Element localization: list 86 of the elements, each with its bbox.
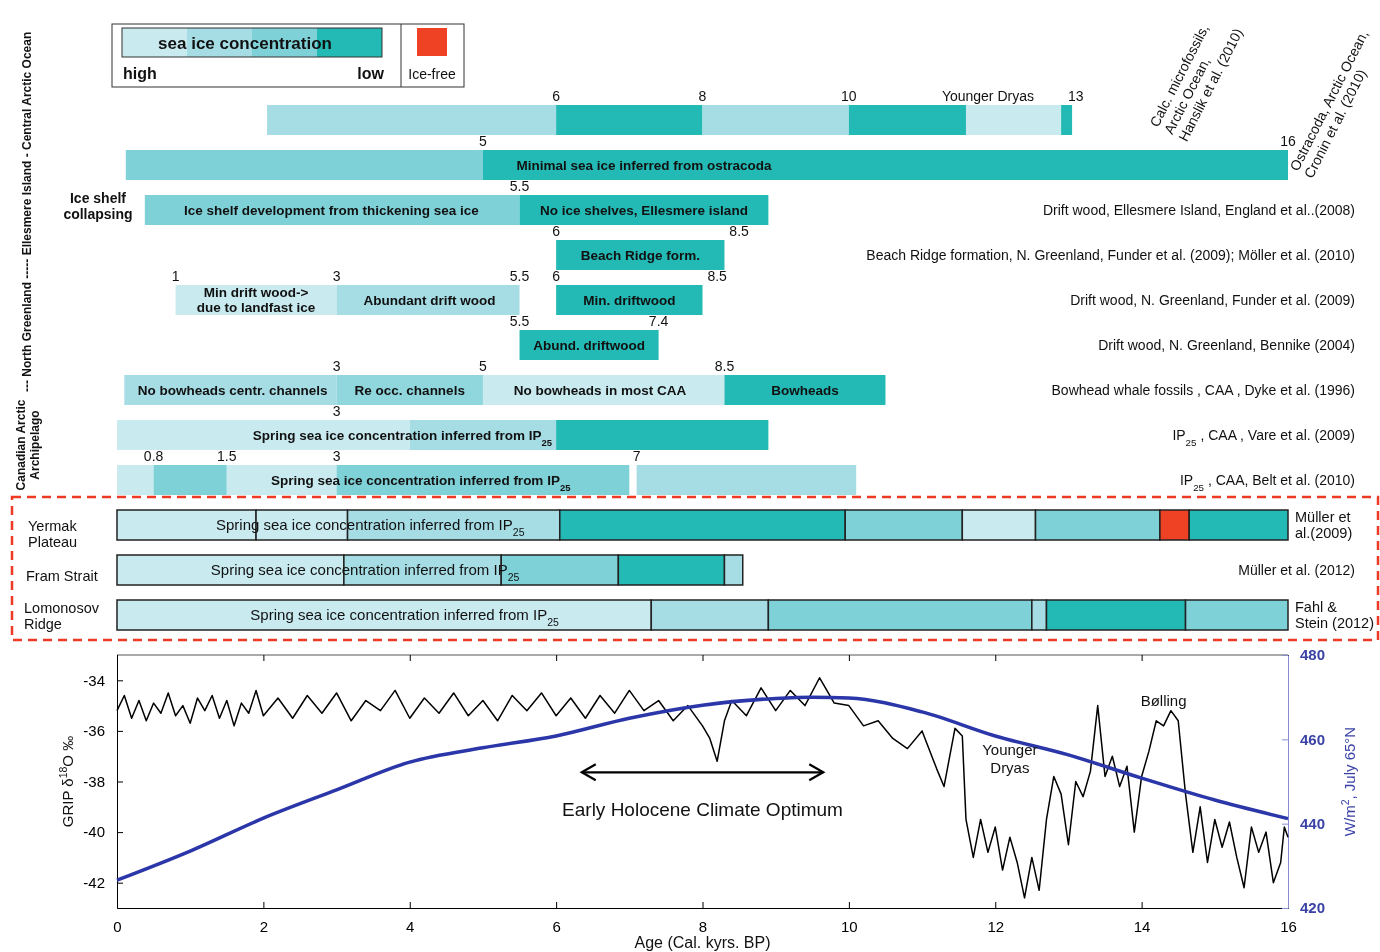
x-tick-label: 2 [259,918,269,935]
bar [636,465,857,495]
category-label: Beach Ridge formation, N. Greenland, Funder et al. (2009); Möller et al. (2010) [866,246,1355,263]
bar [724,375,886,405]
y-tick-label: -38 [83,772,105,790]
annotation: 3 [332,357,341,374]
annotation: 5 [479,357,488,374]
text: Ice-free [408,65,456,82]
category-label: Drift wood, N. Greenland, Funder et al. (2009) [1070,291,1355,308]
annotation: 8.5 [729,222,750,239]
y-tick-label: -40 [83,823,105,841]
annotation: No ice shelves, Ellesmere island [540,202,748,218]
y2-tick-label: 420 [1300,899,1326,917]
annotation: Spring sea ice concentration inferred from IP$_{25}$ [271,472,571,493]
line-series [115,695,1290,882]
text: --- North Greenland ----- Ellesmere Island - Central Arctic Ocean [20,31,35,392]
annotation: Younger Dryas [941,87,1034,104]
annotation: 1.5 [217,447,237,464]
y-tick-label: -34 [83,671,105,689]
x-tick-label: 0 [113,918,122,935]
x-tick-label: 14 [1133,918,1151,935]
text: Lomonosov Ridge [24,599,100,633]
annotation: Ice shelf collapsing [63,189,133,222]
annotation: Min drift wood-> due to landfast ice [196,284,316,316]
annotation: 6 [552,87,561,104]
annotation: Min. driftwood [583,292,676,308]
text: high [123,64,157,82]
annotation: 8.5 [714,357,735,374]
annotation: 1 [171,267,180,284]
text: low [357,64,385,82]
y2-tick-label: 480 [1300,646,1326,664]
text: Yermak Plateau [28,517,78,551]
x-axis-title: Age (Cal. kyrs. BP) [634,933,771,951]
annotation: Bowheads [771,382,839,398]
annotation: No bowheads in most CAA [513,382,687,398]
annotation: 5.5 [509,267,530,284]
annotation: 3 [332,402,341,419]
annotation: 6 [552,267,561,284]
legend-title: sea ice concentration [158,33,332,53]
annotation: Ice shelf development from thickening sea ice [184,202,480,218]
annotation: Re occ. channels [354,382,465,398]
bar [848,105,966,135]
annotation: 0.8 [143,447,164,464]
annotation: 5.5 [509,312,530,329]
annotation: 8 [698,87,707,104]
annotation: Abundant drift wood [363,292,496,308]
annotation: Younger Dryas [982,741,1038,776]
annotation: 7.4 [648,312,669,329]
y-tick-label: -36 [83,722,105,740]
annotation: Minimal sea ice inferred from ostracoda [516,157,772,173]
x-tick-label: 10 [841,918,858,935]
y2-tick-label: 440 [1300,814,1326,832]
annotation: Early Holocene Climate Optimum [562,798,843,820]
x-tick-label: 12 [987,918,1005,935]
y2-tick-label: 460 [1300,730,1326,748]
annotation: Beach Ridge form. [580,247,700,263]
x-tick-label: 4 [406,918,415,935]
annotation: Spring sea ice concentration inferred from IP$_{25}$ [250,606,560,629]
annotation: Abund. driftwood [533,337,645,353]
annotation: 3 [332,447,341,464]
annotation: Bølling [1140,691,1187,709]
category-label: IP$_{25}$ , CAA, Belt et al. (2010) [1179,471,1355,493]
annotation: Spring sea ice concentration inferred from IP$_{25}$ [252,427,553,448]
annotation: 7 [632,447,641,464]
category-label: Drift wood, N. Greenland, Bennike (2004) [1098,336,1355,353]
y-tick-label: -42 [83,874,105,891]
x-tick-label: 16 [1280,918,1297,935]
annotation: No bowheads centr. channels [137,382,328,398]
category-label: Müller et al. (2012) [1238,561,1355,578]
annotation: 10 [841,87,857,104]
annotation: 5.5 [509,177,530,194]
category-label: Fahl & Stein (2012) [1295,598,1374,632]
x-tick-label: 6 [552,918,561,935]
category-label: IP$_{25}$ , CAA , Vare et al. (2009) [1172,426,1355,448]
category-label: Bowhead whale fossils , CAA , Dyke et al. (1996) [1051,381,1355,398]
text: Canadian Arctic Archipelago [14,399,43,491]
annotation: 3 [332,267,341,284]
category-label: Müller et al.(2009) [1295,508,1353,542]
annotation: 8.5 [707,267,728,284]
annotation: 13 [1067,87,1084,104]
x-tick-label: 8 [698,918,708,935]
text: Fram Strait [26,568,98,585]
category-label: Drift wood, Ellesmere Island, England et al..(2008) [1042,201,1355,218]
annotation: 6 [552,222,561,239]
bar [117,465,154,495]
annotation: 5 [479,132,488,149]
